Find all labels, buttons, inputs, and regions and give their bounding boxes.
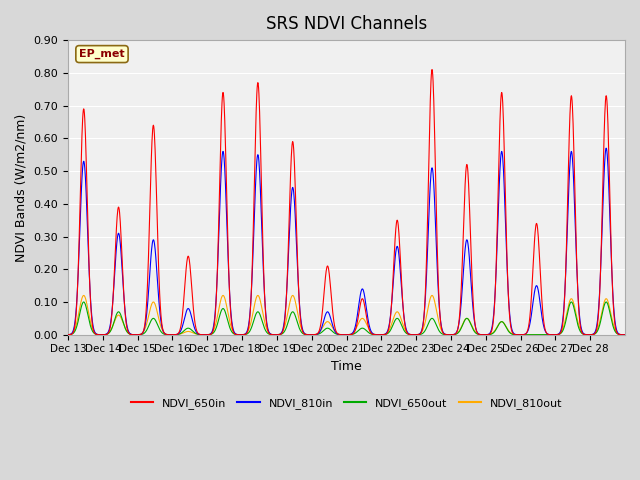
Y-axis label: NDVI Bands (W/m2/nm): NDVI Bands (W/m2/nm) [15, 113, 28, 262]
Title: SRS NDVI Channels: SRS NDVI Channels [266, 15, 427, 33]
Legend: NDVI_650in, NDVI_810in, NDVI_650out, NDVI_810out: NDVI_650in, NDVI_810in, NDVI_650out, NDV… [126, 393, 567, 413]
X-axis label: Time: Time [331, 360, 362, 373]
Text: EP_met: EP_met [79, 49, 125, 59]
